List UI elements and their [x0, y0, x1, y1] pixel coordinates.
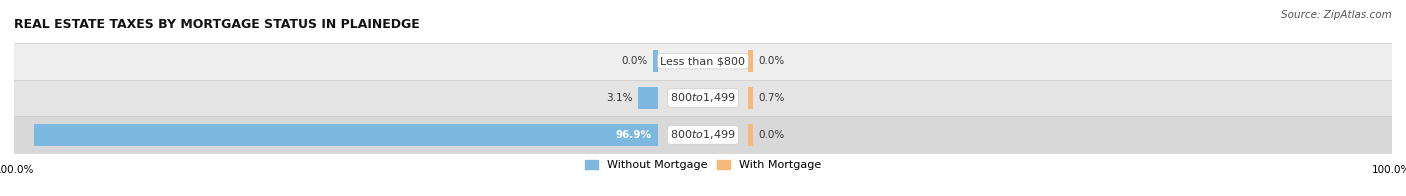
- Text: Less than $800: Less than $800: [661, 56, 745, 66]
- Text: REAL ESTATE TAXES BY MORTGAGE STATUS IN PLAINEDGE: REAL ESTATE TAXES BY MORTGAGE STATUS IN …: [14, 18, 420, 31]
- Bar: [14, 43, 1392, 80]
- Bar: [748, 50, 754, 72]
- Text: Source: ZipAtlas.com: Source: ZipAtlas.com: [1281, 10, 1392, 20]
- Bar: [652, 50, 658, 72]
- Bar: [748, 124, 754, 146]
- Text: 0.7%: 0.7%: [758, 93, 785, 103]
- Text: 3.1%: 3.1%: [606, 93, 633, 103]
- Text: 0.0%: 0.0%: [758, 130, 785, 140]
- Text: $800 to $1,499: $800 to $1,499: [671, 92, 735, 104]
- Bar: [14, 80, 1392, 116]
- Bar: [638, 87, 658, 109]
- Bar: [34, 124, 658, 146]
- Text: 0.0%: 0.0%: [621, 56, 648, 66]
- Bar: [14, 116, 1392, 153]
- Text: 0.0%: 0.0%: [758, 56, 785, 66]
- Legend: Without Mortgage, With Mortgage: Without Mortgage, With Mortgage: [585, 160, 821, 170]
- Bar: [748, 87, 754, 109]
- Text: 96.9%: 96.9%: [616, 130, 651, 140]
- Text: $800 to $1,499: $800 to $1,499: [671, 128, 735, 141]
